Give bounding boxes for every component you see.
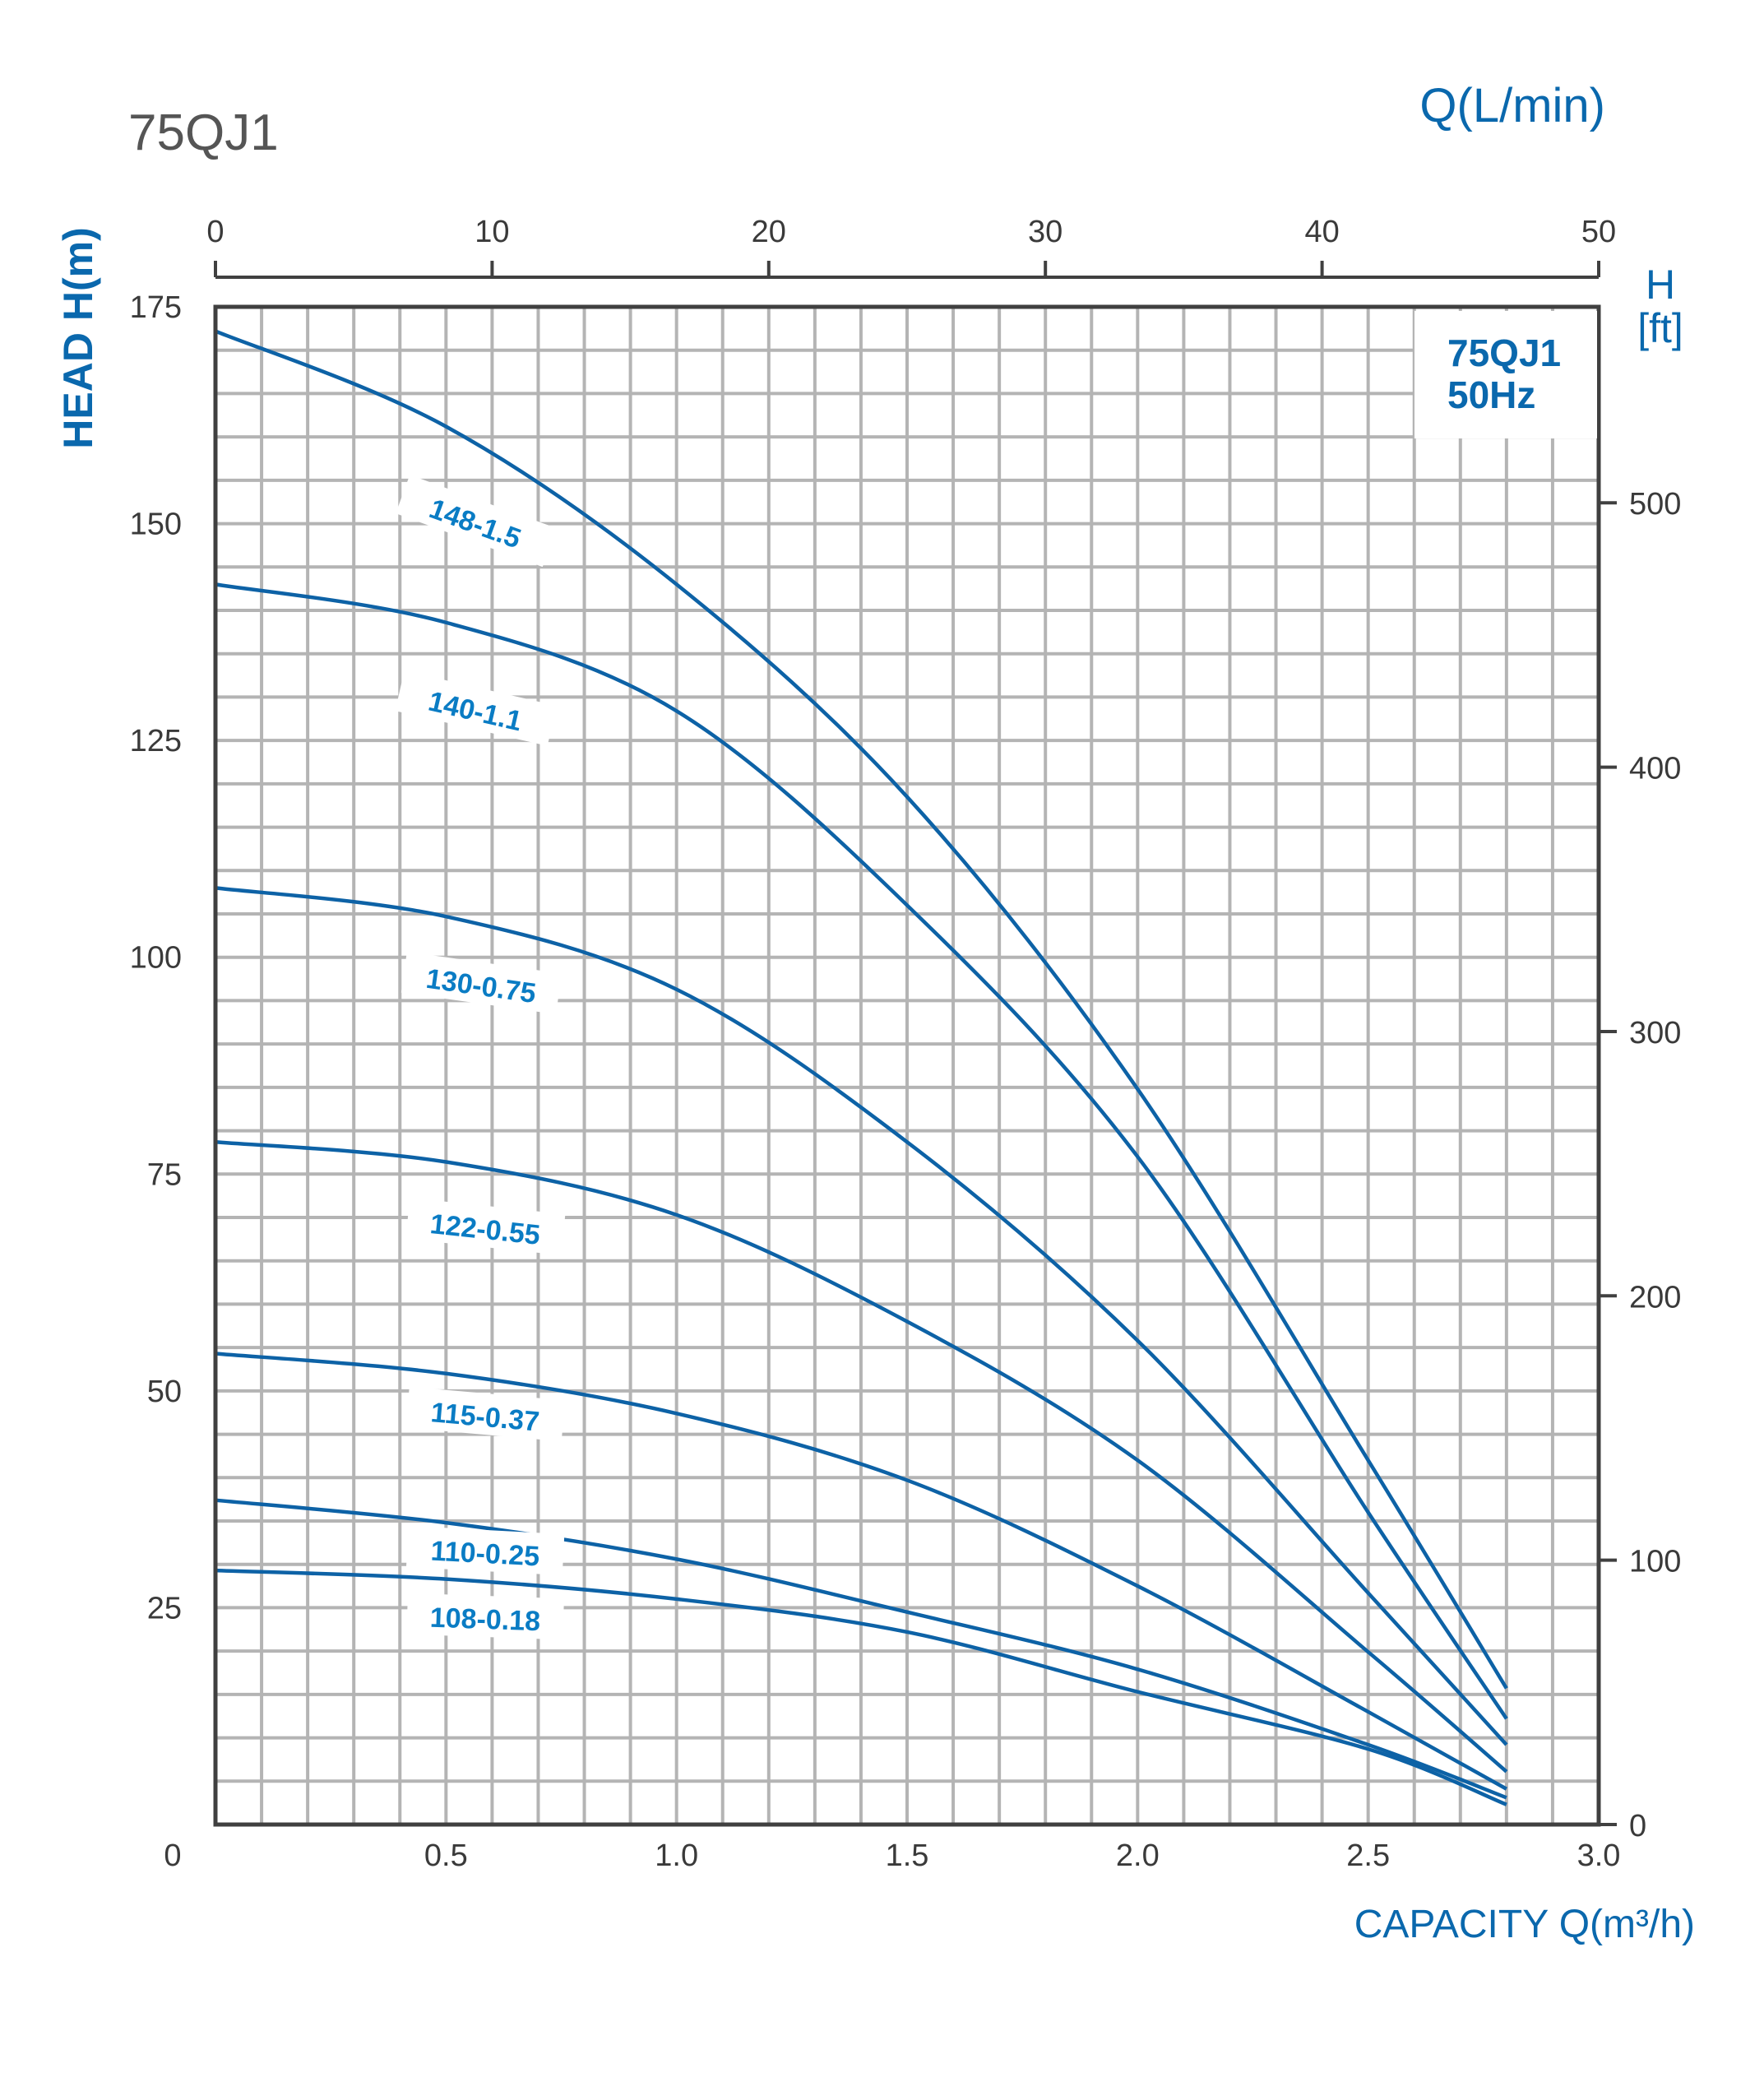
x-tick-label: 2.0 — [1116, 1839, 1160, 1873]
y-tick-label: 175 — [130, 290, 182, 325]
right-tick-label: 400 — [1629, 752, 1681, 786]
chart-title: 75QJ1 — [128, 104, 279, 161]
curve-label-108-0.18: 108-0.18 — [406, 1593, 564, 1640]
top-tick-label: 20 — [752, 215, 786, 249]
x-tick-label: 0 — [164, 1839, 181, 1873]
curve-122-0.55 — [215, 1140, 1508, 1774]
top-tick-label: 50 — [1581, 215, 1616, 249]
inset-model: 75QJ1 — [1447, 332, 1561, 374]
curve-label-background — [405, 1198, 566, 1255]
right-tick-label: 100 — [1629, 1545, 1681, 1579]
inset-box — [1414, 311, 1597, 438]
curve-label-text: 108-0.18 — [429, 1602, 540, 1638]
curve-label-background — [405, 1526, 565, 1575]
curve-label-115-0.37: 115-0.37 — [405, 1386, 566, 1442]
top-tick-label: 30 — [1028, 215, 1063, 249]
curve-label-background — [400, 952, 562, 1015]
curve-label-122-0.55: 122-0.55 — [405, 1198, 566, 1255]
right-tick-label: 500 — [1629, 487, 1681, 522]
top-tick-label: 40 — [1304, 215, 1339, 249]
curve-label-140-1.1: 140-1.1 — [395, 670, 557, 746]
right-tick-label: 200 — [1629, 1280, 1681, 1315]
curve-110-0.25 — [215, 1498, 1507, 1800]
x-axis-title: CAPACITY Q(m³/h) — [1354, 1903, 1695, 1946]
curve-label-background — [405, 1386, 566, 1442]
right-axis-title-h: H — [1646, 262, 1675, 308]
x-tick-label: 3.0 — [1577, 1839, 1621, 1873]
right-tick-label: 300 — [1629, 1016, 1681, 1050]
curve-label-text: 110-0.25 — [430, 1536, 540, 1573]
curves — [215, 329, 1508, 1806]
curve-140-1.1 — [215, 582, 1508, 1720]
curve-labels: 148-1.5140-1.1130-0.75122-0.55115-0.3711… — [395, 475, 566, 1640]
curve-130-0.75 — [215, 886, 1508, 1746]
y-tick-label: 25 — [147, 1591, 182, 1625]
curve-108-0.18 — [215, 1568, 1507, 1806]
curve-label-background — [396, 475, 557, 568]
x-tick-label: 1.5 — [886, 1839, 929, 1873]
y-tick-label: 50 — [147, 1375, 182, 1409]
curve-148-1.5 — [215, 329, 1508, 1690]
inset-frequency: 50Hz — [1447, 373, 1535, 416]
top-tick-label: 10 — [475, 215, 509, 249]
x-tick-label: 1.0 — [655, 1839, 698, 1873]
y-tick-label: 75 — [147, 1157, 182, 1192]
y-tick-label: 150 — [130, 508, 182, 542]
y-axis-title: HEAD H(m) — [55, 227, 101, 448]
curve-label-110-0.25: 110-0.25 — [405, 1526, 565, 1575]
top-axis-title: Q(L/min) — [1419, 79, 1605, 132]
right-tick-label: 0 — [1629, 1809, 1646, 1843]
y-tick-label: 125 — [130, 724, 182, 758]
x-tick-label: 0.5 — [424, 1839, 468, 1873]
curve-label-148-1.5: 148-1.5 — [396, 475, 557, 568]
right-axis-title-ft: [ft] — [1637, 305, 1683, 351]
x-tick-label: 2.5 — [1346, 1839, 1390, 1873]
curve-115-0.37 — [215, 1352, 1507, 1791]
curve-label-background — [406, 1593, 564, 1640]
plot-frame — [213, 304, 1601, 1827]
curve-label-background — [395, 670, 557, 746]
top-tick-label: 0 — [206, 215, 224, 249]
y-tick-label: 100 — [130, 941, 182, 976]
